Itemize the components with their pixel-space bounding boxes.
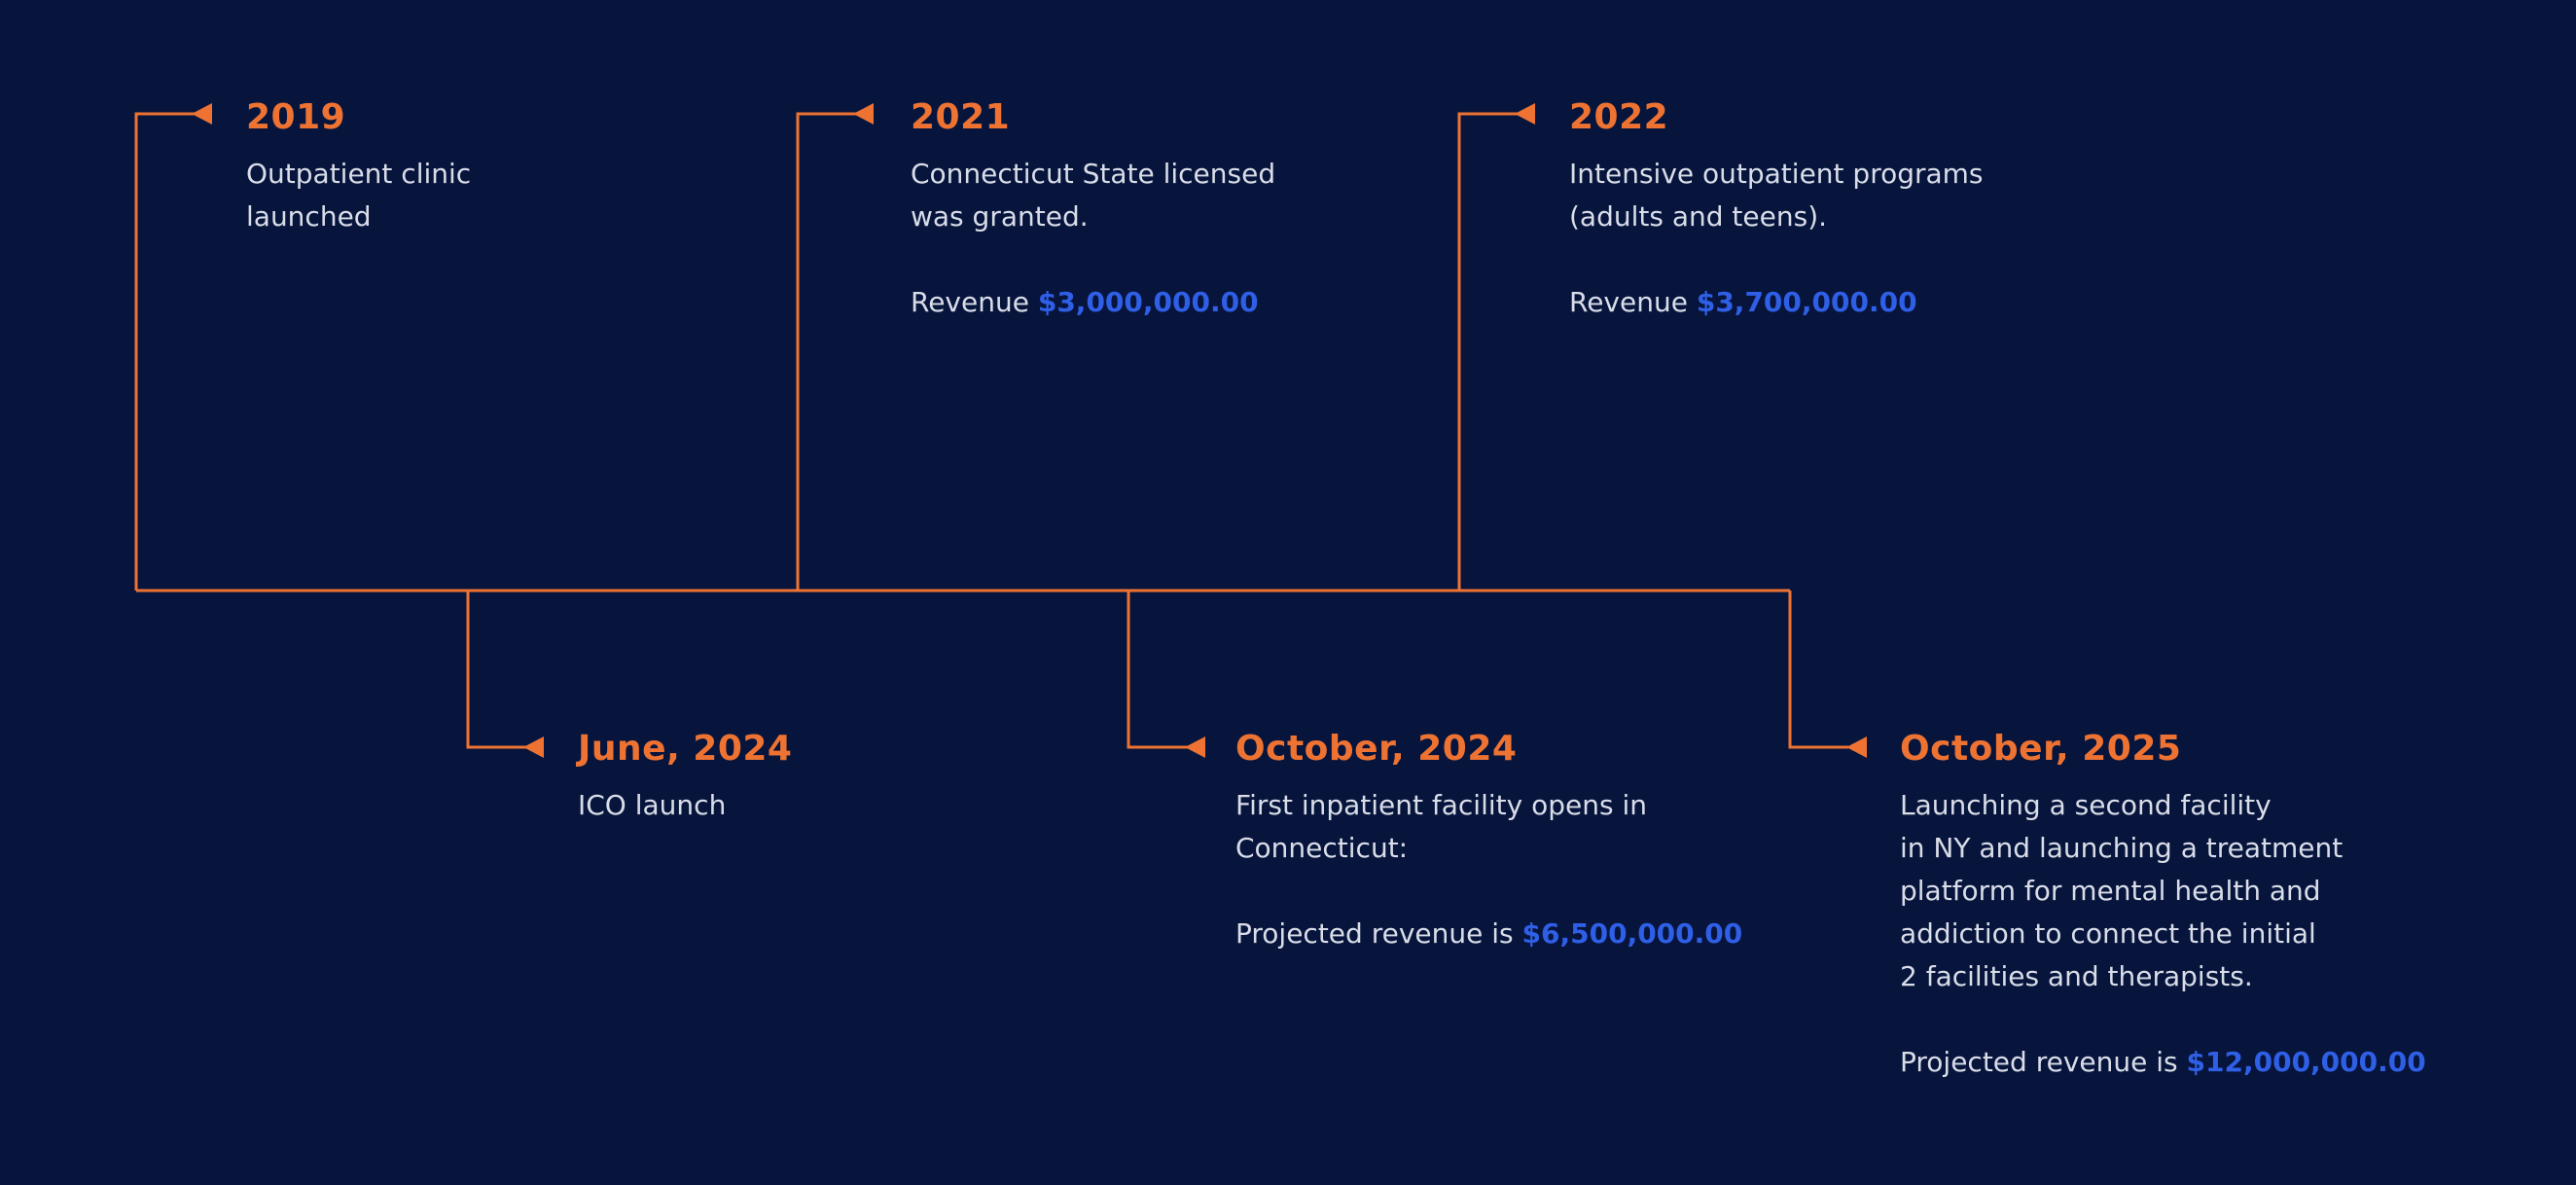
milestone-description: Connecticut State licensed was granted.	[911, 158, 1276, 233]
revenue-label: Revenue	[1569, 286, 1697, 318]
milestone-description: Outpatient clinic launched	[246, 158, 472, 233]
milestone-june-2024: June, 2024 ICO launch	[578, 728, 1181, 827]
connector-2021	[796, 112, 866, 591]
milestone-revenue: Projected revenue is $6,500,000.00	[1235, 913, 1839, 955]
milestone-description: ICO launch	[578, 789, 727, 821]
connector-2019	[134, 112, 204, 591]
milestone-year: October, 2024	[1235, 729, 1518, 769]
arrow-2021-icon	[853, 103, 874, 125]
revenue-amount: $12,000,000.00	[2186, 1046, 2426, 1078]
revenue-label: Projected revenue is	[1900, 1046, 2187, 1078]
milestone-october-2024: October, 2024 First inpatient facility o…	[1235, 728, 1839, 955]
milestone-revenue: Revenue $3,700,000.00	[1569, 281, 2172, 324]
milestone-october-2025: October, 2025 Launching a second facilit…	[1900, 728, 2503, 1084]
milestone-year: October, 2025	[1900, 729, 2182, 769]
milestone-revenue: Revenue $3,000,000.00	[911, 281, 1514, 324]
milestone-year: 2022	[1569, 97, 1669, 137]
revenue-amount: $3,700,000.00	[1696, 286, 1917, 318]
milestone-revenue: Projected revenue is $12,000,000.00	[1900, 1041, 2503, 1084]
milestone-description: Intensive outpatient programs (adults an…	[1569, 158, 1984, 233]
revenue-amount: $6,500,000.00	[1521, 917, 1743, 950]
arrow-2022-icon	[1515, 103, 1535, 125]
arrow-2019-icon	[192, 103, 212, 125]
milestone-2019: 2019 Outpatient clinic launched	[246, 96, 849, 238]
arrow-october-2024-icon	[1185, 736, 1205, 758]
connector-2022	[1457, 112, 1527, 591]
milestone-year: June, 2024	[578, 729, 793, 769]
milestone-2022: 2022 Intensive outpatient programs (adul…	[1569, 96, 2172, 324]
revenue-label: Revenue	[911, 286, 1038, 318]
connector-june-2024	[466, 591, 537, 749]
milestone-year: 2021	[911, 97, 1011, 137]
arrow-june-2024-icon	[523, 736, 544, 758]
connector-october-2024	[1127, 591, 1199, 749]
milestone-description: First inpatient facility opens in Connec…	[1235, 789, 1647, 864]
arrow-october-2025-icon	[1846, 736, 1867, 758]
milestone-2021: 2021 Connecticut State licensed was gran…	[911, 96, 1514, 324]
revenue-label: Projected revenue is	[1235, 917, 1522, 950]
milestone-year: 2019	[246, 97, 346, 137]
revenue-amount: $3,000,000.00	[1037, 286, 1259, 318]
milestone-description: Launching a second facility in NY and la…	[1900, 789, 2343, 992]
connector-october-2025	[1788, 591, 1848, 749]
